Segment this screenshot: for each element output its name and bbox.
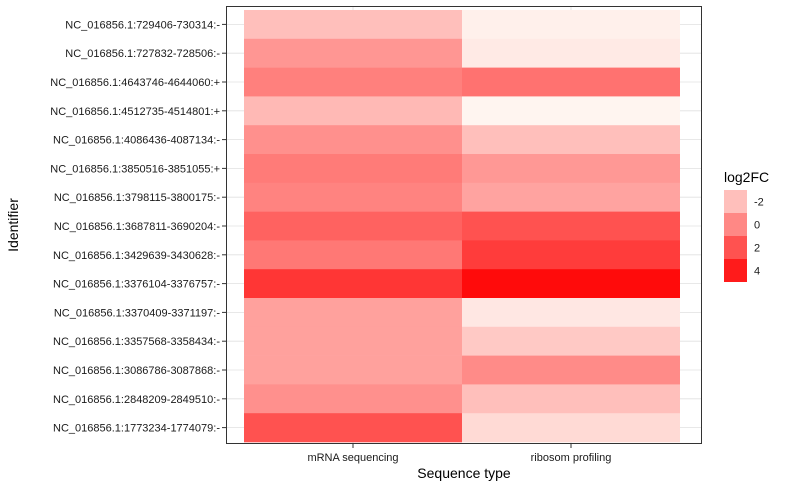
plot-panel-border xyxy=(226,6,702,444)
legend-key xyxy=(724,259,747,282)
heatmap-cells xyxy=(244,10,680,443)
heatmap-cell xyxy=(244,96,462,126)
y-tick-label: NC_016856.1:2848209-2849510:- xyxy=(53,394,220,406)
y-tick-label: NC_016856.1:3370409-3371197:- xyxy=(54,307,220,319)
x-axis-label: Sequence type xyxy=(417,465,511,481)
y-tick-label: NC_016856.1:3086786-3087868:- xyxy=(53,365,220,377)
y-tick-label: NC_016856.1:3850516-3851055:+ xyxy=(50,163,220,175)
legend-label: -2 xyxy=(754,197,764,209)
heatmap-cell xyxy=(462,384,680,414)
heatmap-cell xyxy=(244,298,462,328)
y-tick-label: NC_016856.1:1773234-1774079:- xyxy=(53,423,220,435)
y-axis-label: Identifier xyxy=(5,198,21,252)
heatmap-cell xyxy=(244,38,462,68)
heatmap-cell xyxy=(462,67,680,97)
y-tick-label: NC_016856.1:4512735-4514801:+ xyxy=(50,106,220,118)
legend-label: 4 xyxy=(754,266,760,278)
y-tick-label: NC_016856.1:3429639-3430628:- xyxy=(53,250,220,262)
y-tick-label: NC_016856.1:3798115-3800175:- xyxy=(54,192,220,204)
heatmap-cell xyxy=(462,326,680,356)
legend-key xyxy=(724,213,747,236)
x-axis-ticks: mRNA sequencing ribosom profiling xyxy=(307,444,611,464)
heatmap-cell xyxy=(244,10,462,40)
heatmap-cell xyxy=(244,154,462,184)
heatmap-cell xyxy=(462,355,680,385)
heatmap-cell xyxy=(462,125,680,155)
heatmap-cell xyxy=(244,211,462,241)
legend-key xyxy=(724,190,747,213)
heatmap-cell xyxy=(462,182,680,212)
heatmap-cell xyxy=(244,355,462,385)
heatmap-cell xyxy=(462,10,680,40)
heatmap-cell xyxy=(244,67,462,97)
legend: log2FC -2 0 2 4 xyxy=(724,169,769,282)
y-tick-label: NC_016856.1:729406-730314:- xyxy=(65,19,220,31)
heatmap-cell xyxy=(462,298,680,328)
heatmap-cell xyxy=(244,413,462,443)
y-tick-label: NC_016856.1:4086436-4087134:- xyxy=(53,135,220,147)
legend-label: 2 xyxy=(754,243,760,255)
heatmap-cell xyxy=(244,384,462,414)
x-tick-label: mRNA sequencing xyxy=(307,452,398,464)
legend-key xyxy=(724,236,747,259)
y-tick-label: NC_016856.1:4643746-4644060:+ xyxy=(50,77,220,89)
legend-label: 0 xyxy=(754,220,760,232)
y-tick-label: NC_016856.1:3687811-3690204:- xyxy=(54,221,220,233)
y-axis-ticks: NC_016856.1:729406-730314:- NC_016856.1:7… xyxy=(50,19,226,435)
heatmap-cell xyxy=(462,269,680,299)
heatmap-cell xyxy=(244,182,462,212)
heatmap-cell xyxy=(462,96,680,126)
heatmap-cell xyxy=(462,413,680,443)
heatmap-cell xyxy=(462,38,680,68)
heatmap-cell xyxy=(244,240,462,270)
legend-title: log2FC xyxy=(724,169,769,185)
heatmap-cell xyxy=(462,240,680,270)
heatmap-cell xyxy=(244,125,462,155)
heatmap-cell xyxy=(462,154,680,184)
y-tick-label: NC_016856.1:3376104-3376757:- xyxy=(53,279,220,291)
x-tick-label: ribosom profiling xyxy=(531,452,612,464)
y-tick-label: NC_016856.1:3357568-3358434:- xyxy=(53,336,220,348)
heatmap-cell xyxy=(244,269,462,299)
y-tick-label: NC_016856.1:727832-728506:- xyxy=(65,48,220,60)
heatmap-cell xyxy=(462,211,680,241)
heatmap-cell xyxy=(244,326,462,356)
